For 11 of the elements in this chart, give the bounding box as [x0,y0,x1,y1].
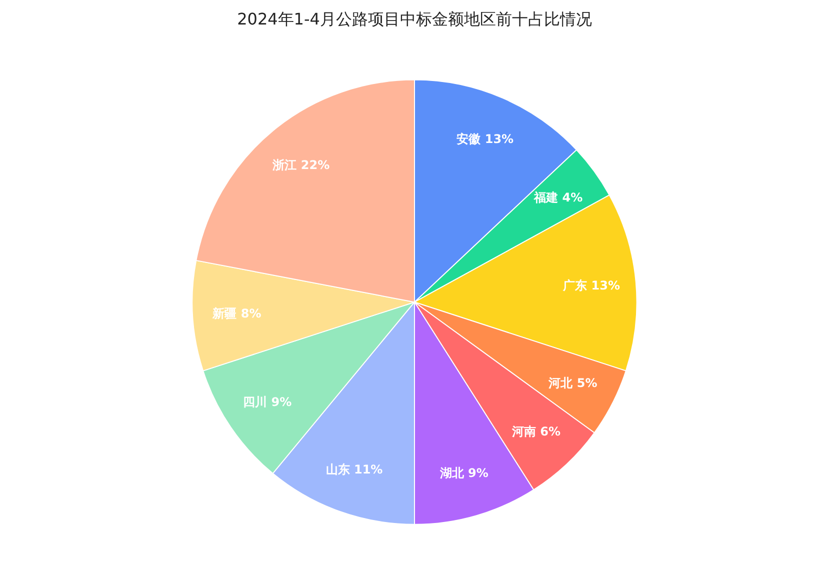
slice-label: 湖北 9% [438,466,488,480]
slice-label: 山东 11% [326,462,383,476]
slice-label: 浙江 22% [272,158,330,172]
slice-label: 河北 5% [548,376,598,390]
slice-label: 广东 13% [562,278,620,292]
slice-label: 新疆 8% [212,306,262,320]
slice-label: 四川 9% [243,395,292,410]
slice-label: 安徽 13% [456,132,514,146]
chart-title: 2024年1-4月公路项目中标金额地区前十占比情况 [237,10,592,28]
slice-label: 福建 4% [533,190,583,205]
slice-label: 河南 6% [510,424,561,439]
